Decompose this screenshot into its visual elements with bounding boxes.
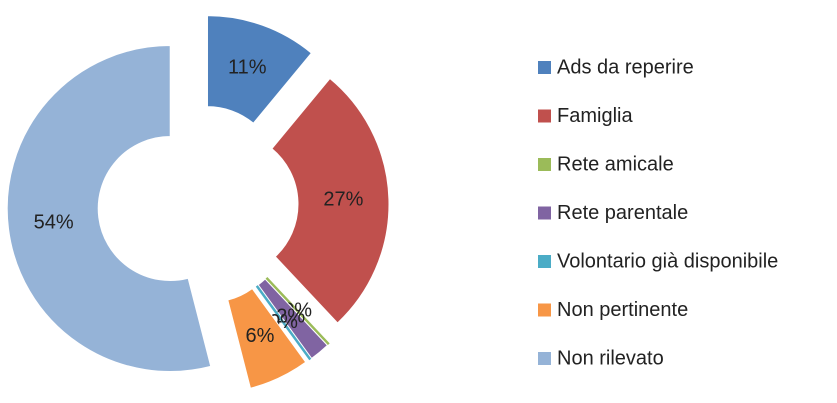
data-label: 54% (34, 212, 74, 234)
data-label: 11% (228, 56, 267, 78)
slice (227, 287, 307, 389)
legend-swatch (538, 109, 551, 123)
legend-label: Non rilevato (557, 347, 664, 369)
slice (257, 278, 329, 360)
legend-swatch (538, 352, 551, 365)
legend-swatch (538, 303, 551, 317)
slice (255, 285, 312, 361)
slice (6, 45, 212, 373)
legend-label: Ads da reperire (557, 56, 694, 78)
legend-swatch (538, 255, 551, 268)
slice (265, 277, 330, 346)
data-label: 27% (323, 189, 363, 211)
data-label: 6% (245, 325, 274, 347)
legend-swatch (538, 206, 551, 220)
legend-label: Non pertinente (557, 299, 688, 321)
slice (206, 15, 313, 124)
legend-label: Rete parentale (557, 202, 688, 224)
legend-label: Famiglia (557, 105, 633, 127)
legend-label: Volontario già disponibile (557, 250, 778, 272)
slice (271, 77, 390, 324)
legend-label: Rete amicale (557, 153, 674, 175)
legend-swatch (538, 158, 551, 171)
legend-swatch (538, 61, 551, 74)
